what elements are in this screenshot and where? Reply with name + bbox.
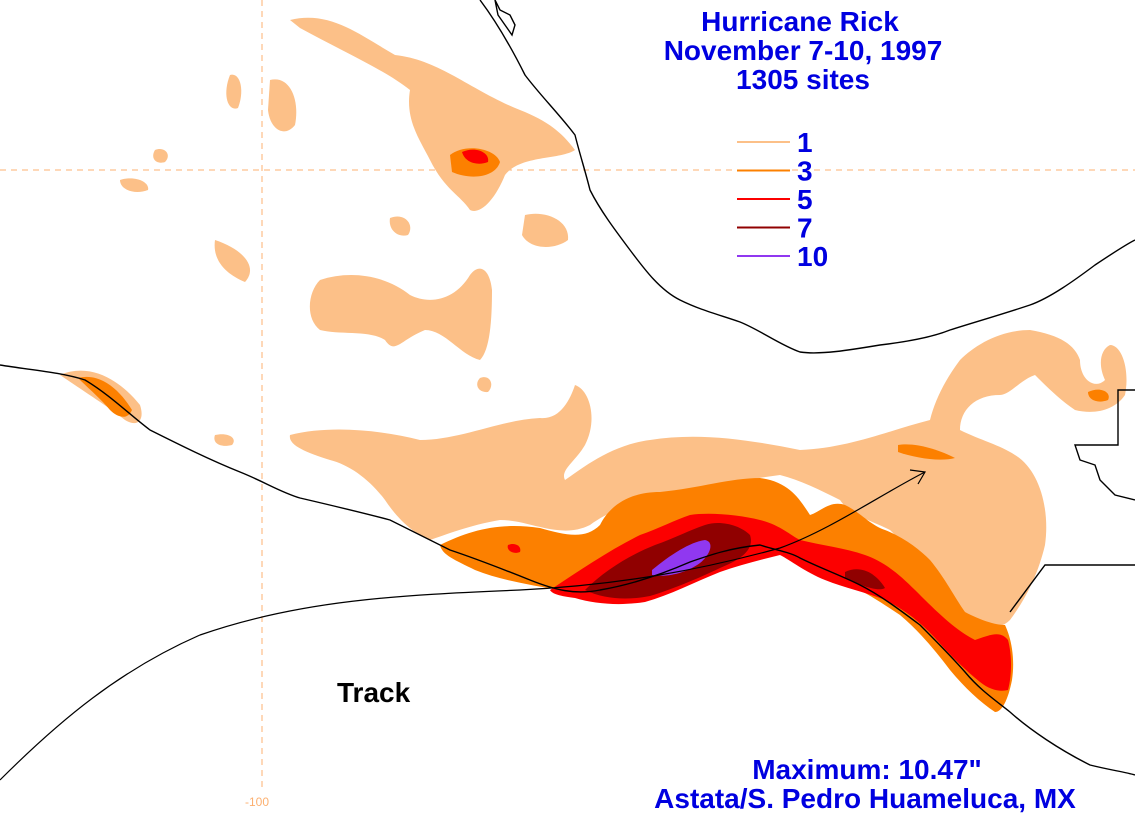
title-line3: 1305 sites [736,64,870,95]
contour-10in [652,540,711,576]
legend-label-10: 10 [797,241,828,272]
hurricane-track [0,469,926,781]
track-arrowhead [909,469,926,485]
legend-label-5: 5 [797,184,813,215]
maximum-value: Maximum: 10.47" [752,754,982,785]
legend-label-7: 7 [797,213,813,244]
legend-label-3: 3 [797,156,813,187]
graticule [0,0,1135,790]
title-line1: Hurricane Rick [701,6,899,37]
maximum-location: Astata/S. Pedro Huameluca, MX [654,783,1076,814]
maximum-annotation: Maximum: 10.47" Astata/S. Pedro Huameluc… [654,754,1076,814]
legend-label-1: 1 [797,127,813,158]
coastline [0,0,1135,776]
track-label: Track [337,677,411,708]
title-line2: November 7-10, 1997 [664,35,943,66]
map-title: Hurricane Rick November 7-10, 1997 1305 … [664,6,943,95]
track-line [0,471,926,781]
grid-label-longitude: -100 [245,795,269,809]
